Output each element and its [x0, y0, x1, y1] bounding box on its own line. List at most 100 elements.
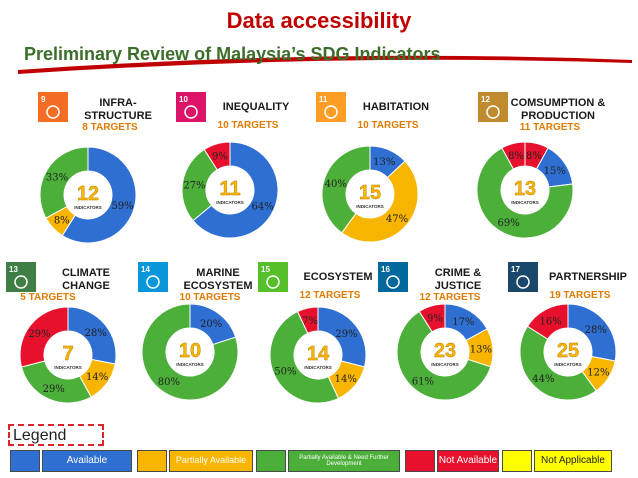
goal-glyph-icon	[324, 105, 338, 119]
donut-slice-label: 28%	[85, 328, 107, 339]
indicator-caption: INDICATORS	[74, 205, 102, 210]
donut-slice-label: 15%	[544, 166, 566, 177]
sdg-goal-name: PARTNERSHIP	[549, 271, 627, 283]
donut-slice-label: 59%	[111, 201, 133, 212]
sdg-goal-name: ECOSYSTEM	[303, 271, 372, 283]
sdg-goal-number: 9	[41, 95, 46, 104]
donut-slice-label: 8%	[54, 216, 70, 227]
donut-slice-label: 8%	[526, 151, 542, 162]
donut-slice-label: 29%	[43, 384, 65, 395]
goal-glyph-icon	[14, 275, 28, 289]
indicator-caption: INDICATORS	[54, 365, 82, 370]
page-title: Data accessibility	[226, 8, 412, 33]
donut-slice-label: 16%	[540, 316, 562, 327]
goal-glyph-icon	[46, 105, 60, 119]
sdg-goal-targets: 11 TARGETS	[520, 122, 581, 133]
sdg-goal-number: 12	[481, 95, 490, 104]
sdg-goal-targets: 10 TARGETS	[358, 120, 419, 131]
sdg-goal-10-icon	[176, 92, 206, 122]
donut-slice-label: 69%	[498, 218, 520, 229]
sdg-goal-9-icon	[38, 92, 68, 122]
donut-slice-label: 61%	[412, 376, 434, 387]
header-underline	[18, 55, 632, 74]
donut-slice-label: 13%	[373, 157, 395, 168]
donut-hole	[44, 331, 92, 379]
legend-swatch-4	[502, 450, 532, 472]
sdg-goal-12-icon	[478, 92, 508, 122]
donut-slice-label: 27%	[183, 180, 205, 191]
sdg-goal-17-icon	[508, 262, 538, 292]
donut-slice-label: 9%	[212, 151, 228, 162]
goal-glyph-icon	[184, 105, 198, 119]
sdg-goal-name: MARINE ECOSYSTEM	[183, 267, 252, 292]
sdg-goal-targets: 5 TARGETS	[20, 292, 76, 303]
legend-label: Not Applicable	[534, 450, 612, 472]
indicator-count: 23	[434, 340, 456, 362]
legend-label: Partially Available & Need Further Devel…	[288, 450, 400, 472]
donut-slice-label: 29%	[28, 329, 50, 340]
sdg-goal-14-icon	[138, 262, 168, 292]
donut-slice-label: 12%	[587, 367, 609, 378]
legend-swatch-3	[405, 450, 435, 472]
donut-slice-label: 29%	[335, 329, 357, 340]
sdg-goal-targets: 8 TARGETS	[82, 122, 138, 133]
sdg-goal-targets: 10 TARGETS	[180, 292, 241, 303]
donut-hole	[544, 328, 592, 376]
sdg-goal-targets: 19 TARGETS	[550, 290, 611, 301]
donut-slice-label: 9%	[427, 313, 443, 324]
sdg-goal-name: HABITATION	[363, 101, 429, 113]
donut-hole	[166, 328, 214, 376]
donut-slice-label: 14%	[86, 372, 108, 383]
indicator-count: 14	[307, 343, 330, 365]
donut-slice-label: 17%	[452, 317, 474, 328]
indicator-caption: INDICATORS	[216, 200, 244, 205]
sdg-goal-number: 16	[381, 265, 390, 274]
donut-hole	[346, 170, 394, 218]
sdg-goal-11-icon	[316, 92, 346, 122]
sdg-goal-name: COMSUMPTION & PRODUCTION	[511, 97, 606, 122]
sdg-goal-number: 14	[141, 265, 150, 274]
indicator-count: 11	[219, 178, 240, 200]
sdg-goal-15-icon	[258, 262, 288, 292]
sdg-goal-number: 11	[319, 95, 328, 104]
donut-slice-label: 7%	[302, 316, 318, 327]
donut-hole	[206, 166, 254, 214]
donut-slice-label: 64%	[251, 201, 273, 212]
donut-hole	[294, 331, 342, 379]
legend-label: Not Available	[437, 450, 499, 472]
indicator-count: 7	[62, 343, 73, 365]
donut-hole	[421, 328, 469, 376]
indicator-count: 15	[359, 182, 381, 204]
indicator-caption: INDICATORS	[511, 200, 539, 205]
sdg-goal-number: 13	[9, 265, 18, 274]
sdg-goal-name: CLIMATE CHANGE	[62, 267, 110, 292]
donut-slice-label: 33%	[46, 173, 68, 184]
sdg-goal-name: INEQUALITY	[223, 101, 290, 113]
donut-slice-label: 14%	[335, 374, 357, 385]
sdg-goal-number: 10	[179, 95, 188, 104]
sdg-goal-targets: 10 TARGETS	[218, 120, 279, 131]
donut-slice-label: 8%	[508, 151, 524, 162]
legend-swatch-1	[137, 450, 167, 472]
donut-slice-label: 28%	[585, 325, 607, 336]
page-subtitle: Preliminary Review of Malaysia’s SDG Ind…	[24, 44, 441, 64]
sdg-goal-targets: 12 TARGETS	[300, 290, 361, 301]
indicator-count: 10	[179, 340, 201, 362]
goal-glyph-icon	[386, 275, 400, 289]
goal-glyph-icon	[516, 275, 530, 289]
sdg-goal-15-panel: 15 ECOSYSTEM 12 TARGETS 29% 14% 50% 7% 14INDICA…	[258, 262, 373, 404]
donut-slice-label: 44%	[532, 374, 554, 385]
indicator-count: 13	[514, 178, 536, 200]
donut-slice-label: 13%	[470, 345, 492, 356]
donut-slice-label: 50%	[274, 366, 296, 377]
legend-swatch-2	[256, 450, 286, 472]
sdg-goal-13-icon	[6, 262, 36, 292]
sdg-goal-10-panel: 10 INEQUALITY 10 TARGETS 64% 27% 9% 11INDICATO…	[176, 92, 290, 239]
donut-slice-label: 20%	[200, 319, 222, 330]
sdg-goal-17-panel: 17 PARTNERSHIP 19 TARGETS 28% 12% 44% 16% 25IND…	[508, 262, 627, 401]
donut-slice-label: 80%	[158, 377, 180, 388]
